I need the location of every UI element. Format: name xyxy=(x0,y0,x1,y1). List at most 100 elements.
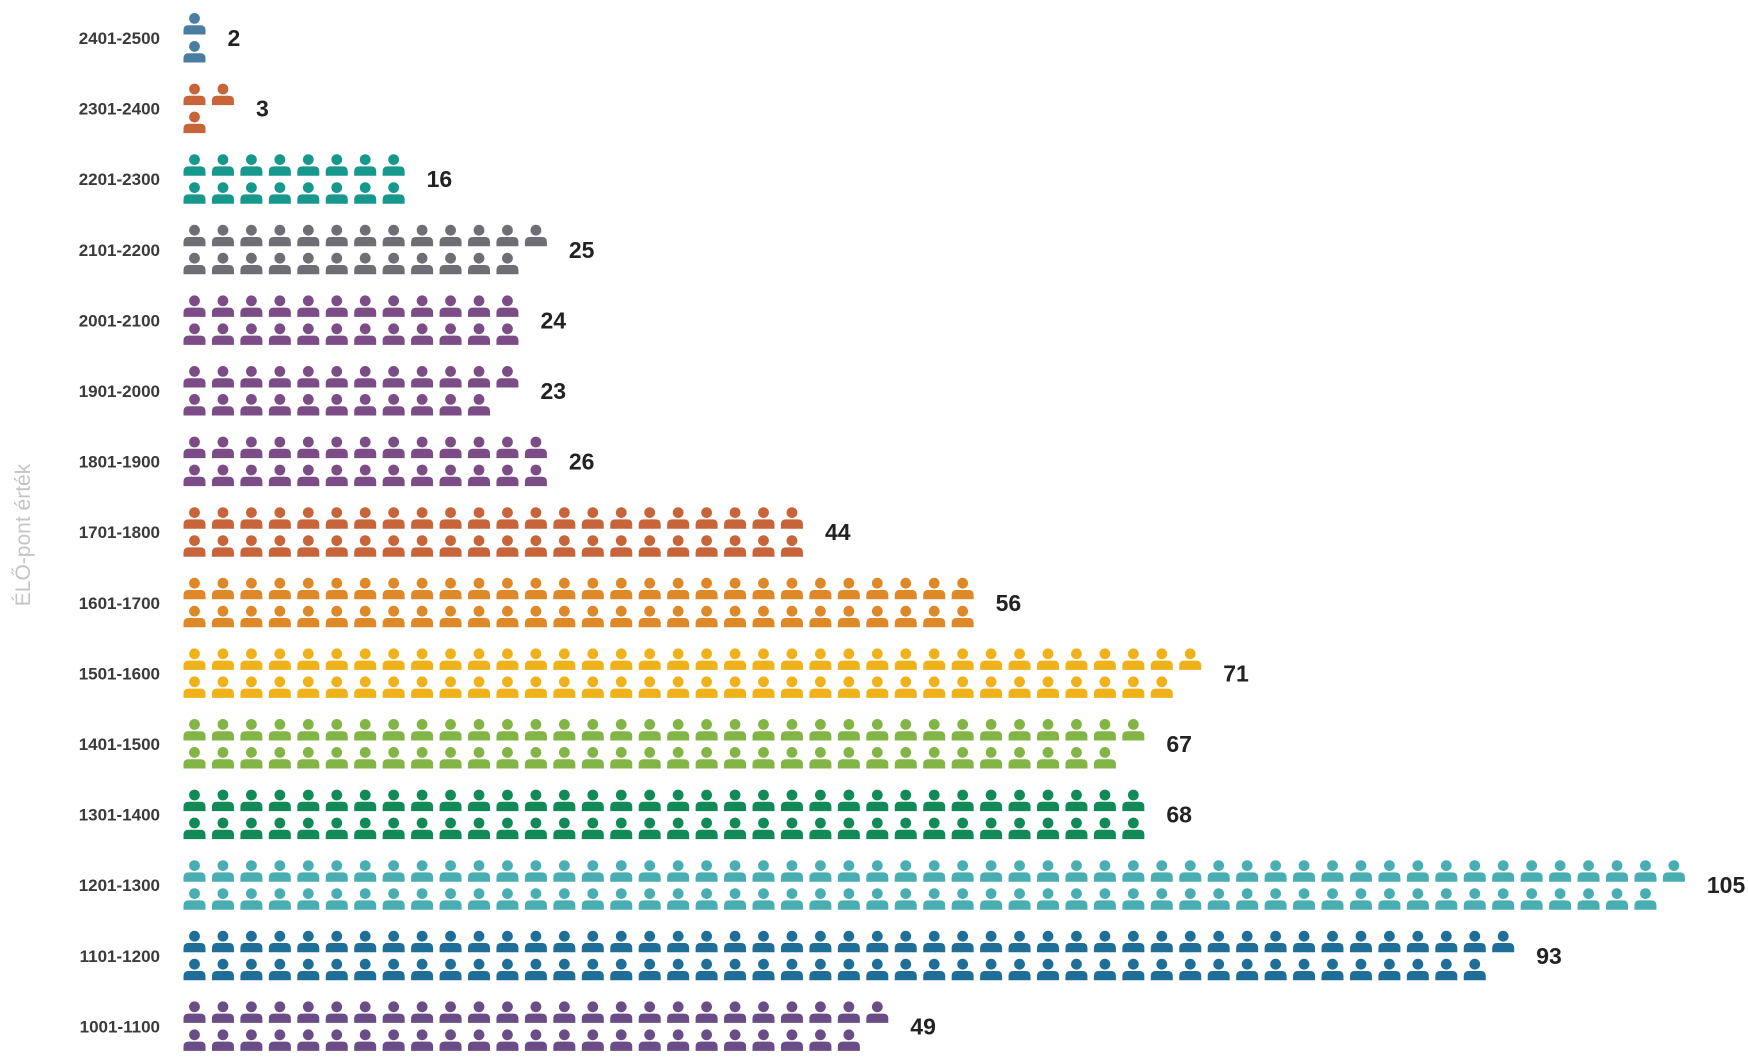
person-icon xyxy=(581,789,604,812)
person-icon xyxy=(1264,930,1287,953)
person-icon xyxy=(1122,789,1145,812)
person-icon xyxy=(468,323,490,345)
person-icon xyxy=(496,535,519,557)
category-label: 2401-2500 xyxy=(79,29,160,48)
person-icon xyxy=(468,789,490,812)
person-icon xyxy=(1321,888,1344,910)
person-icon xyxy=(211,888,234,910)
value-label: 56 xyxy=(996,590,1022,616)
category-label: 1901-2000 xyxy=(79,382,160,401)
person-icon xyxy=(581,958,604,981)
person-icon xyxy=(923,648,946,670)
person-icon xyxy=(382,182,405,204)
category-label: 1101-1200 xyxy=(80,947,160,966)
person-icon xyxy=(1008,817,1031,840)
person-icon xyxy=(1037,888,1059,910)
person-icon xyxy=(240,1029,263,1051)
person-icon xyxy=(1008,958,1031,981)
person-icon xyxy=(809,577,832,600)
person-icon xyxy=(1122,676,1145,698)
person-icon-group xyxy=(183,366,519,416)
person-icon xyxy=(1065,719,1088,741)
person-icon xyxy=(1093,789,1116,812)
person-icon xyxy=(951,888,974,910)
person-icon xyxy=(297,888,320,910)
person-icon xyxy=(382,719,405,741)
person-icon xyxy=(667,676,690,698)
person-icon xyxy=(837,860,860,882)
person-icon xyxy=(553,577,576,600)
person-icon xyxy=(1207,888,1230,910)
person-icon xyxy=(183,41,206,63)
person-icon xyxy=(866,1001,889,1023)
person-icon xyxy=(183,366,206,388)
person-icon xyxy=(667,605,690,628)
person-icon xyxy=(268,366,291,388)
person-icon xyxy=(211,366,234,388)
person-icon xyxy=(468,860,490,882)
person-icon xyxy=(780,676,803,698)
person-icon xyxy=(553,648,576,670)
person-icon xyxy=(240,464,263,487)
person-icon xyxy=(866,817,889,840)
person-icon xyxy=(183,860,206,882)
person-icon xyxy=(240,182,263,204)
person-icon xyxy=(496,958,519,981)
person-icon xyxy=(695,958,718,981)
person-icon xyxy=(183,958,206,981)
person-icon xyxy=(354,295,377,317)
person-icon xyxy=(354,577,377,600)
person-icon xyxy=(553,535,576,557)
person-icon xyxy=(268,888,291,910)
person-icon xyxy=(439,958,462,981)
person-icon xyxy=(297,182,320,204)
person-icon xyxy=(724,1029,747,1051)
person-icon xyxy=(1093,888,1116,910)
person-icon xyxy=(325,676,348,698)
person-icon xyxy=(325,930,348,953)
person-icon xyxy=(211,394,234,416)
person-icon xyxy=(439,605,462,628)
person-icon xyxy=(1008,860,1031,882)
person-icon xyxy=(667,648,690,670)
value-label: 105 xyxy=(1707,872,1746,898)
person-icon xyxy=(268,224,291,247)
person-icon xyxy=(581,747,604,769)
person-icon xyxy=(1349,930,1372,953)
person-icon xyxy=(354,676,377,698)
person-icon xyxy=(411,888,434,910)
person-icon xyxy=(1008,676,1031,698)
person-icon xyxy=(496,930,519,953)
person-icon xyxy=(1179,888,1202,910)
person-icon xyxy=(325,464,348,487)
person-icon xyxy=(780,648,803,670)
person-icon xyxy=(524,676,547,698)
person-icon xyxy=(183,252,206,275)
person-icon xyxy=(354,535,377,557)
person-icon xyxy=(724,888,747,910)
person-icon xyxy=(1150,860,1173,882)
person-icon xyxy=(1008,789,1031,812)
person-icon xyxy=(325,535,348,557)
person-icon xyxy=(1349,860,1372,882)
person-icon xyxy=(297,436,320,459)
person-icon xyxy=(354,958,377,981)
person-icon xyxy=(894,719,917,741)
person-icon xyxy=(496,295,519,317)
person-icon xyxy=(325,747,348,769)
person-icon xyxy=(382,252,405,275)
person-icon xyxy=(268,577,291,600)
person-icon-group xyxy=(183,789,1145,840)
person-icon xyxy=(325,154,348,176)
person-icon xyxy=(610,676,633,698)
person-icon xyxy=(211,507,234,529)
person-icon xyxy=(1037,930,1059,953)
person-icon xyxy=(1463,958,1486,981)
person-icon xyxy=(780,789,803,812)
person-icon xyxy=(923,605,946,628)
person-icon xyxy=(496,366,519,388)
person-icon xyxy=(610,577,633,600)
person-icon xyxy=(524,888,547,910)
person-icon xyxy=(382,648,405,670)
person-icon xyxy=(524,648,547,670)
